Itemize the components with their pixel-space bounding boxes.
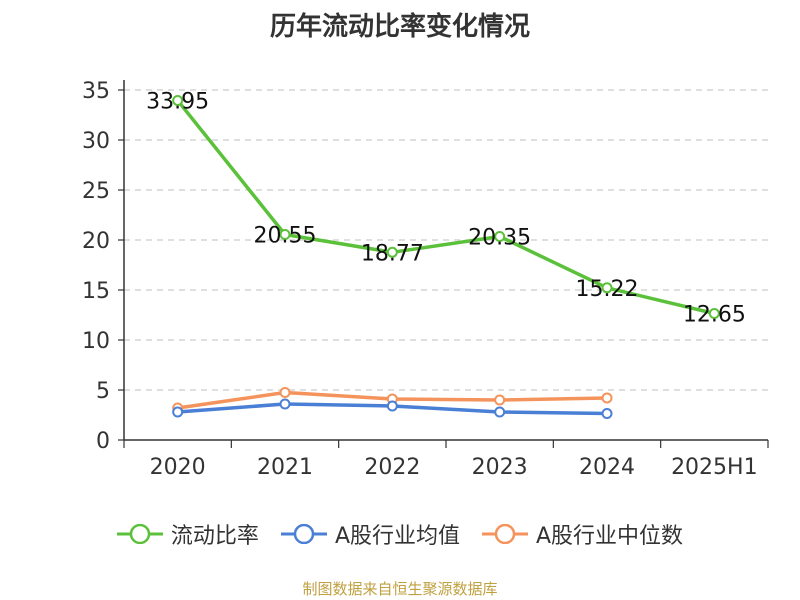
legend-swatch-industry-mean bbox=[280, 524, 327, 544]
y-tick-label: 20 bbox=[82, 229, 110, 254]
legend-label-industry-median: A股行业中位数 bbox=[536, 524, 684, 549]
x-tick-label: 2021 bbox=[257, 455, 313, 480]
data-point bbox=[601, 282, 613, 294]
series-line bbox=[176, 99, 715, 316]
data-point bbox=[172, 406, 184, 418]
x-tick-label: 2025H1 bbox=[671, 455, 758, 480]
data-label: 12.65 bbox=[683, 303, 746, 328]
data-point bbox=[279, 398, 291, 410]
data-point bbox=[279, 229, 291, 240]
data-point bbox=[386, 400, 398, 412]
data-label: 18.77 bbox=[361, 241, 424, 266]
data-point bbox=[279, 387, 291, 398]
legend-item-current-ratio[interactable]: 流动比率 bbox=[116, 518, 259, 550]
data-point bbox=[494, 231, 506, 242]
data-labels: 33.95 20.55 18.77 20.35 15.22 12.65 bbox=[146, 90, 746, 328]
legend-item-industry-median[interactable]: A股行业中位数 bbox=[482, 518, 683, 550]
y-tick-label: 35 bbox=[82, 79, 110, 104]
data-point bbox=[601, 392, 613, 404]
data-point bbox=[601, 408, 613, 419]
data-point bbox=[708, 308, 720, 319]
legend-swatch-current-ratio bbox=[116, 524, 163, 544]
source-note: 制图数据来自恒生聚源数据库 bbox=[302, 580, 498, 598]
x-tick-label: 2024 bbox=[579, 455, 635, 480]
legend-label-industry-mean: A股行业均值 bbox=[334, 524, 460, 549]
data-label: 20.55 bbox=[254, 224, 317, 249]
data-label: 20.35 bbox=[468, 226, 531, 251]
x-tick-label: 2022 bbox=[364, 455, 420, 480]
data-point bbox=[172, 95, 184, 106]
x-tick-label: 2023 bbox=[472, 455, 528, 480]
y-tick-label: 15 bbox=[82, 279, 110, 304]
chart-title: 历年流动比率变化情况 bbox=[269, 12, 530, 42]
data-label: 33.95 bbox=[146, 90, 209, 115]
axes: 0 5 10 15 20 25 30 35 2020 2021 2022 2023 2024 2025H1 bbox=[82, 79, 769, 480]
y-tick-label: 10 bbox=[82, 329, 110, 354]
y-tick-label: 30 bbox=[82, 129, 110, 154]
series-lines bbox=[172, 95, 720, 419]
data-point bbox=[494, 406, 506, 418]
y-tick-label: 25 bbox=[82, 179, 110, 204]
x-tick-label: 2020 bbox=[150, 455, 206, 480]
y-tick-label: 0 bbox=[96, 429, 110, 454]
data-label: 15.22 bbox=[576, 277, 639, 302]
y-tick-label: 5 bbox=[96, 379, 110, 404]
data-point bbox=[386, 246, 398, 258]
data-point bbox=[494, 394, 506, 406]
legend-item-industry-mean[interactable]: A股行业均值 bbox=[280, 518, 460, 550]
gridlines bbox=[124, 89, 768, 391]
legend-swatch-industry-median bbox=[482, 524, 528, 544]
legend-label-current-ratio: 流动比率 bbox=[170, 524, 259, 549]
legend: 流动比率 A股行业均值 A股行业中位数 bbox=[0, 518, 800, 550]
